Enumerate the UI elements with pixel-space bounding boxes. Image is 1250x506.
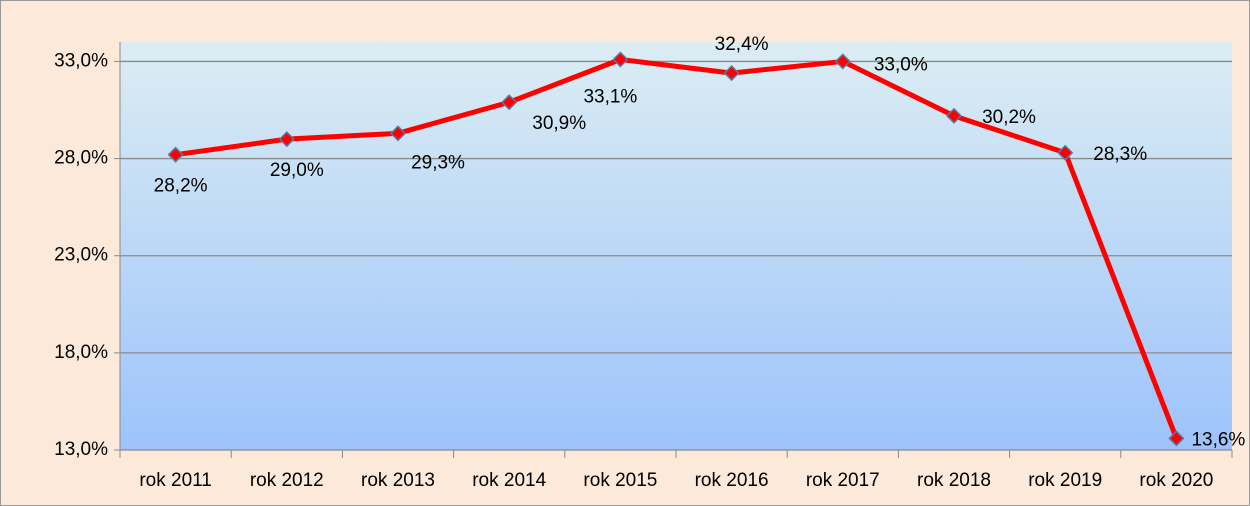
plot-area [120, 42, 1232, 450]
marker [723, 65, 740, 82]
data-label: 33,0% [874, 54, 928, 75]
data-label: 28,3% [1093, 144, 1147, 165]
data-label: 29,3% [411, 152, 465, 173]
data-label: 29,0% [270, 160, 324, 181]
marker [501, 94, 518, 111]
y-tick-label: 13,0% [54, 439, 108, 460]
x-tick-label: rok 2014 [472, 470, 546, 491]
x-tick-label: rok 2017 [806, 470, 880, 491]
y-tick-label: 23,0% [54, 245, 108, 266]
x-tick-label: rok 2019 [1028, 470, 1102, 491]
data-label: 30,9% [532, 113, 586, 134]
y-tick-label: 28,0% [54, 148, 108, 169]
data-label: 28,2% [154, 176, 208, 197]
x-tick-label: rok 2012 [250, 470, 324, 491]
marker [834, 53, 851, 70]
marker [945, 107, 963, 124]
marker [278, 131, 295, 148]
data-label: 32,4% [715, 34, 769, 55]
data-label: 30,2% [982, 107, 1036, 128]
x-tick-label: rok 2020 [1139, 470, 1213, 491]
x-tick-label: rok 2018 [917, 470, 991, 491]
marker [389, 125, 407, 142]
line [175, 56, 1179, 440]
data-label: 13,6% [1191, 429, 1245, 450]
marker [1057, 144, 1074, 161]
marker [612, 51, 629, 68]
marker [1168, 430, 1185, 447]
x-tick-label: rok 2011 [139, 470, 212, 491]
x-tick-label: rok 2016 [695, 470, 769, 491]
y-tick-label: 18,0% [54, 342, 108, 363]
marker [167, 146, 184, 163]
y-tick-label: 33,0% [54, 50, 108, 71]
x-tick-label: rok 2015 [583, 470, 657, 491]
data-label: 33,1% [583, 87, 637, 108]
x-tick-label: rok 2013 [361, 470, 435, 491]
